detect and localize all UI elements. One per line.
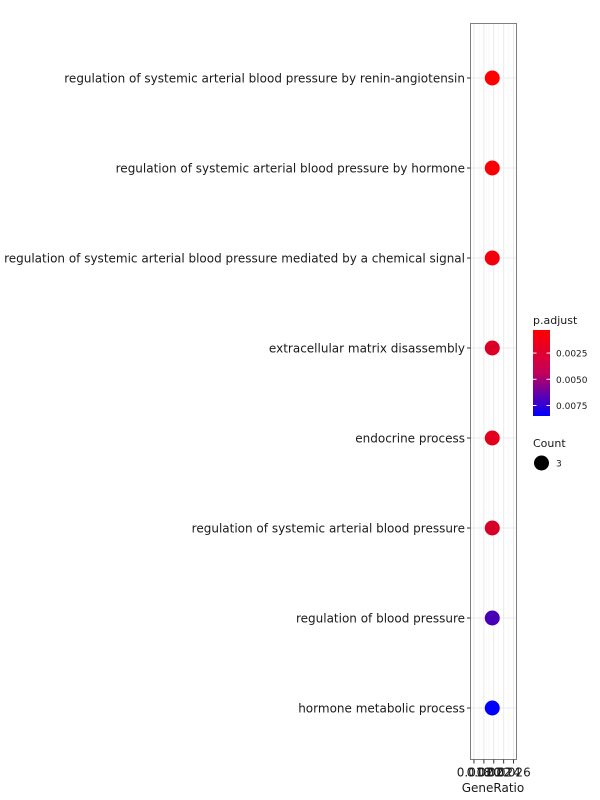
x-tick-label: 0.018 — [457, 766, 491, 780]
data-point — [484, 160, 500, 176]
y-tick-label: regulation of systemic arterial blood pr… — [64, 72, 465, 86]
data-points — [484, 70, 500, 716]
data-point — [484, 700, 500, 716]
y-tick-label: endocrine process — [355, 432, 465, 446]
x-tick-label: 0.020 — [467, 766, 501, 780]
size-legend-label: 3 — [556, 460, 562, 470]
data-point — [484, 430, 500, 446]
y-tick-label: regulation of blood pressure — [296, 612, 465, 626]
y-axis-labels: regulation of systemic arterial blood pr… — [4, 72, 471, 716]
data-point — [484, 520, 500, 536]
y-tick-label: regulation of systemic arterial blood pr… — [192, 522, 465, 536]
size-legend-dot — [534, 455, 549, 471]
x-tick-label: 0.022 — [477, 766, 511, 780]
size-legend-title: Count — [533, 437, 566, 450]
data-point — [484, 250, 500, 266]
color-tick-label: 0.0050 — [556, 376, 588, 386]
y-tick-label: extracellular matrix disassembly — [269, 342, 465, 356]
data-point — [484, 610, 500, 626]
data-point — [484, 340, 500, 356]
color-legend-title: p.adjust — [533, 314, 578, 327]
size-legend: Count 3 — [533, 437, 566, 471]
x-tick-label: 0.024 — [486, 766, 520, 780]
y-tick-label: hormone metabolic process — [298, 702, 465, 716]
color-legend-ticks: 0.0025 0.0050 0.0075 — [533, 350, 588, 412]
data-point — [484, 70, 500, 86]
color-bar — [533, 330, 550, 416]
y-tick-label: regulation of systemic arterial blood pr… — [116, 162, 465, 176]
y-tick-label: regulation of systemic arterial blood pr… — [4, 252, 465, 266]
color-tick-label: 0.0075 — [556, 402, 588, 412]
x-tick-label: 0.026 — [496, 766, 530, 780]
color-legend: p.adjust 0.0025 0.0050 0.0075 — [533, 314, 588, 416]
color-tick-label: 0.0025 — [556, 350, 588, 360]
x-axis-title: GeneRatio — [462, 781, 524, 795]
